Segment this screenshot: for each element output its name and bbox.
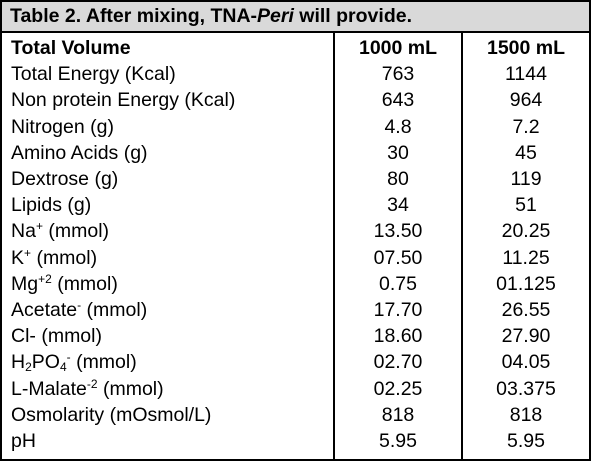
row-label: H2PO4- (mmol) <box>11 349 137 375</box>
row-label: Acetate- (mmol) <box>11 297 147 323</box>
row-label: Mg+2 (mmol) <box>11 271 118 297</box>
table-title: Table 2. After mixing, TNA-Peri will pro… <box>2 2 589 33</box>
value-1500: 51 <box>515 194 537 217</box>
value-1000: 643 <box>381 89 415 112</box>
label-rest: (mmol) <box>81 299 148 321</box>
table-row: H2PO4- (mmol) 02.70 04.05 <box>2 349 589 375</box>
label-main: Mg <box>11 272 39 295</box>
row-label: L-Malate-2 (mmol) <box>11 376 164 402</box>
label-sup: +2 <box>38 271 52 286</box>
value-1500: 7.2 <box>512 115 540 138</box>
value-1000: 18.60 <box>373 325 423 348</box>
label-sup: - <box>66 350 71 365</box>
value-1500: 20.25 <box>501 220 551 243</box>
table-row: Acetate- (mmol) 17.70 26.55 <box>2 297 589 323</box>
table-row: pH 5.95 5.95 <box>2 428 589 454</box>
value-1500: 119 <box>510 168 542 190</box>
row-label: pH <box>11 430 36 452</box>
value-1000: 4.8 <box>384 115 412 138</box>
row-label: Dextrose (g) <box>11 168 119 190</box>
value-1500: 964 <box>509 89 543 112</box>
table-title-italic: Peri <box>257 5 294 27</box>
label-rest: (mmol) <box>70 351 137 374</box>
value-1500: 01.125 <box>496 272 556 295</box>
column-divider-2 <box>461 33 463 459</box>
table-row: Dextrose (g) 80 119 <box>2 166 589 192</box>
label-main: Acetate <box>11 299 78 321</box>
row-label: Non protein Energy (Kcal) <box>11 89 236 112</box>
label-sup: - <box>77 298 82 312</box>
header-label: Total Volume <box>11 37 131 59</box>
value-1000: 34 <box>387 194 409 217</box>
table-row: K+ (mmol) 07.50 11.25 <box>2 245 589 271</box>
label-part-b: PO <box>31 351 60 374</box>
value-1500: 11.25 <box>502 246 550 269</box>
value-1000: 02.25 <box>373 377 423 400</box>
value-1500: 818 <box>509 403 543 426</box>
label-part-a: H <box>11 351 26 374</box>
row-label: Total Energy (Kcal) <box>11 63 176 86</box>
value-1000: 763 <box>381 63 415 86</box>
value-1000: 17.70 <box>373 299 423 321</box>
table-row: Total Energy (Kcal) 763 1144 <box>2 61 589 87</box>
table-title-prefix: Table 2. After mixing, TNA- <box>10 5 258 27</box>
label-sub: 2 <box>25 360 32 375</box>
row-label: K+ (mmol) <box>11 245 97 271</box>
header-col-1000: 1000 mL <box>358 37 438 59</box>
row-label: Nitrogen (g) <box>11 115 114 138</box>
table-title-suffix: will provide. <box>293 5 412 27</box>
value-1500: 27.90 <box>501 325 551 348</box>
label-sup: + <box>24 245 32 260</box>
label-sub-2: 4 <box>59 360 67 375</box>
table-row: Osmolarity (mOsmol/L) 818 818 <box>2 402 589 428</box>
label-main: Na <box>11 220 36 243</box>
label-rest: (mmol) <box>31 246 98 269</box>
header-col-1500: 1500 mL <box>486 37 566 59</box>
value-1000: 02.70 <box>373 351 423 374</box>
table-row: Nitrogen (g) 4.8 7.2 <box>2 114 589 140</box>
value-1500: 5.95 <box>507 430 545 452</box>
table-header-row: Total Volume 1000 mL 1500 mL <box>2 35 589 61</box>
table-row: Lipids (g) 34 51 <box>2 192 589 218</box>
row-label: Amino Acids (g) <box>11 141 148 164</box>
value-1000: 07.50 <box>373 246 423 269</box>
value-1000: 5.95 <box>379 430 417 452</box>
value-1000: 80 <box>387 168 409 190</box>
value-1500: 1144 <box>505 63 547 86</box>
row-label: Cl- (mmol) <box>11 325 102 348</box>
table-row: Na+ (mmol) 13.50 20.25 <box>2 218 589 244</box>
value-1500: 03.375 <box>496 377 556 400</box>
row-label: Na+ (mmol) <box>11 218 109 244</box>
label-main: L-Malate <box>11 377 87 400</box>
label-rest: (mmol) <box>42 220 110 243</box>
label-rest: (mmol) <box>51 272 118 295</box>
table-row: Non protein Energy (Kcal) 643 964 <box>2 87 589 113</box>
row-label: Osmolarity (mOsmol/L) <box>11 403 212 426</box>
table-row: L-Malate-2 (mmol) 02.25 03.375 <box>2 376 589 402</box>
label-sup: + <box>35 219 43 234</box>
value-1500: 45 <box>515 141 537 164</box>
column-divider-1 <box>333 33 335 459</box>
table-row: Cl- (mmol) 18.60 27.90 <box>2 323 589 349</box>
label-main: K <box>11 246 25 269</box>
value-1000: 818 <box>381 403 415 426</box>
value-1500: 04.05 <box>501 351 551 374</box>
value-1500: 26.55 <box>501 299 551 321</box>
value-1000: 13.50 <box>373 220 423 243</box>
value-1000: 30 <box>387 141 409 164</box>
label-rest: (mmol) <box>97 377 164 400</box>
label-sup: -2 <box>86 376 98 391</box>
value-1000: 0.75 <box>379 272 417 295</box>
table-row: Mg+2 (mmol) 0.75 01.125 <box>2 271 589 297</box>
table-row: Amino Acids (g) 30 45 <box>2 140 589 166</box>
row-label: Lipids (g) <box>11 194 92 217</box>
